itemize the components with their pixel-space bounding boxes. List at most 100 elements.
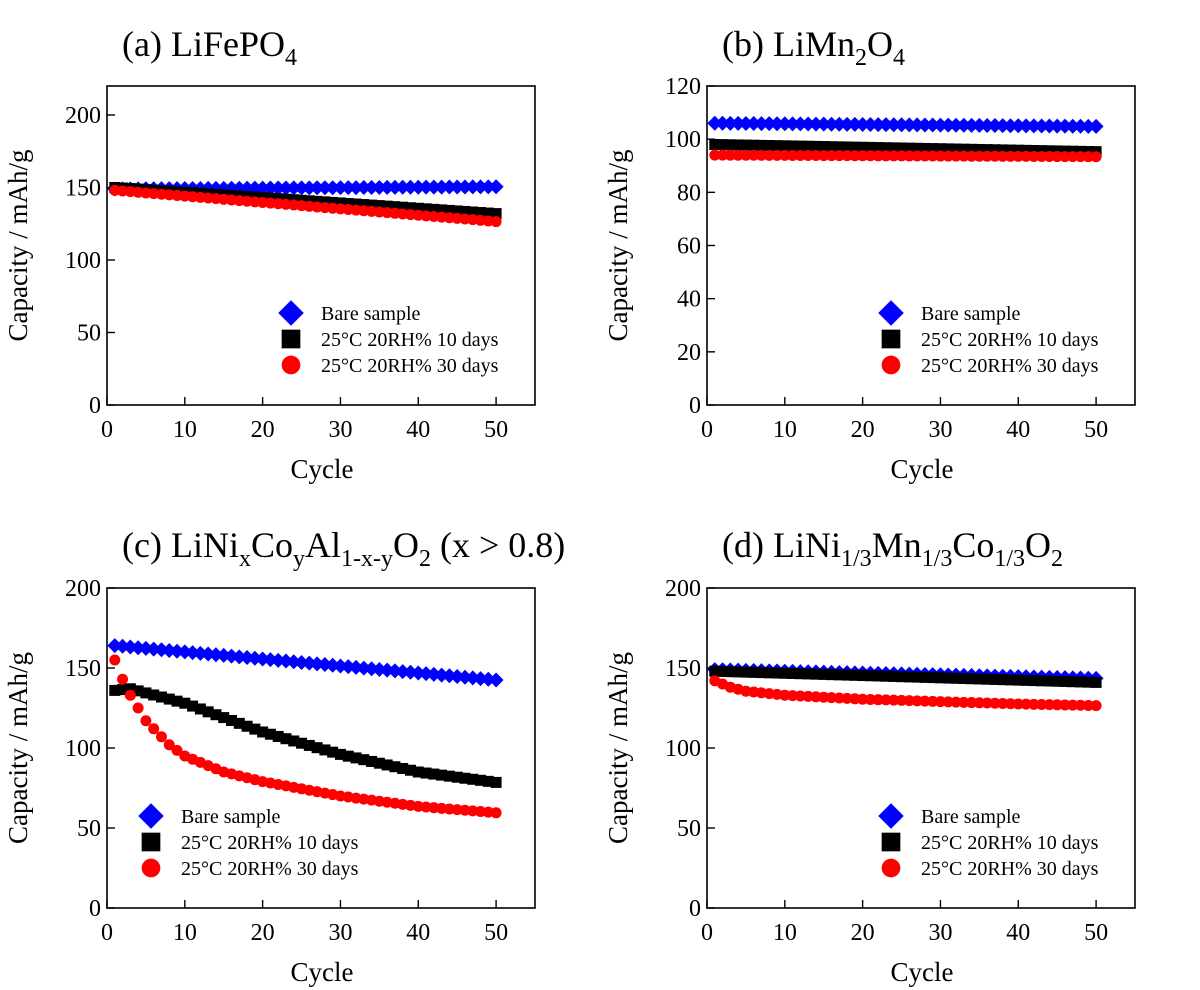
data-point <box>387 179 403 195</box>
data-point <box>948 117 964 133</box>
data-point <box>449 179 465 195</box>
data-point <box>927 143 939 155</box>
data-point <box>233 717 245 729</box>
data-point <box>950 143 962 155</box>
data-point <box>794 690 806 702</box>
data-point <box>1075 151 1087 163</box>
data-point <box>171 695 183 707</box>
data-point <box>901 117 917 133</box>
data-point <box>740 666 752 678</box>
data-point <box>717 139 729 151</box>
data-point <box>255 180 271 196</box>
data-point <box>810 691 822 703</box>
data-point <box>857 141 869 153</box>
data-point <box>480 179 496 195</box>
data-point <box>1028 698 1040 710</box>
data-point <box>966 150 978 162</box>
y-tick-label: 60 <box>677 234 701 260</box>
data-point <box>1018 118 1034 134</box>
data-point <box>810 150 822 162</box>
data-point <box>280 733 292 745</box>
data-point <box>971 117 987 133</box>
data-point <box>1028 144 1040 156</box>
data-point <box>1090 676 1102 688</box>
data-point <box>1043 699 1055 711</box>
y-tick-label: 0 <box>689 393 701 419</box>
data-point <box>1034 118 1050 134</box>
data-point <box>1020 698 1032 710</box>
data-point <box>358 754 370 766</box>
data-point <box>794 149 806 161</box>
data-point <box>451 771 463 783</box>
data-point <box>849 693 861 705</box>
data-point <box>1012 674 1024 686</box>
data-point <box>1059 699 1071 711</box>
data-point <box>109 654 121 666</box>
data-point <box>942 696 954 708</box>
data-point <box>763 667 775 679</box>
data-point <box>490 807 502 819</box>
data-point <box>777 116 793 132</box>
data-point <box>779 140 791 152</box>
data-point <box>319 196 331 208</box>
data-point <box>997 150 1009 162</box>
data-point <box>1012 698 1024 710</box>
data-point <box>373 200 385 212</box>
chart-title-part: 4 <box>285 45 297 71</box>
data-point <box>311 195 323 207</box>
data-point <box>785 116 801 132</box>
x-tick-label: 0 <box>101 920 113 946</box>
data-point <box>1004 674 1016 686</box>
x-tick-label: 0 <box>101 417 113 443</box>
data-point <box>412 766 424 778</box>
x-tick-label: 10 <box>773 920 797 946</box>
data-point <box>488 179 504 195</box>
data-point <box>864 141 876 153</box>
data-point <box>467 206 479 218</box>
data-point <box>870 117 886 133</box>
data-point <box>1020 674 1032 686</box>
data-point <box>981 697 993 709</box>
data-point <box>709 138 721 150</box>
data-point <box>155 731 167 743</box>
data-point <box>849 669 861 681</box>
data-point <box>1041 118 1057 134</box>
data-point <box>802 668 814 680</box>
data-point <box>732 139 744 151</box>
data-point <box>1082 151 1094 163</box>
data-point <box>724 149 736 161</box>
x-tick-label: 30 <box>928 920 952 946</box>
data-point <box>1067 676 1079 688</box>
data-point <box>715 115 731 131</box>
chart-title-part: Al <box>305 525 341 565</box>
data-point <box>1010 118 1026 134</box>
data-point <box>241 720 253 732</box>
data-point <box>816 116 832 132</box>
data-point <box>787 140 799 152</box>
data-point <box>761 116 777 132</box>
data-point <box>833 669 845 681</box>
data-point <box>888 150 900 162</box>
y-tick-label: 0 <box>89 896 101 922</box>
data-point <box>919 142 931 154</box>
data-point <box>927 672 939 684</box>
data-point <box>824 116 840 132</box>
chart-title-part: (x > 0.8) <box>431 525 565 565</box>
data-point <box>833 150 845 162</box>
series-2 <box>109 683 502 788</box>
data-point <box>802 690 814 702</box>
data-point <box>808 116 824 132</box>
data-point <box>987 118 1003 134</box>
legend-label: 25°C 20RH% 10 days <box>321 329 499 351</box>
x-tick-label: 10 <box>173 417 197 443</box>
chart-title: (c) LiNixCoyAl1-x-yO2 (x > 0.8) <box>122 525 565 572</box>
data-point <box>927 150 939 162</box>
data-point <box>1028 675 1040 687</box>
data-point <box>272 730 284 742</box>
chart-title: (d) LiNi1/3Mn1/3Co1/3O2 <box>722 525 1063 572</box>
data-point <box>732 149 744 161</box>
chart-title-part: 2 <box>1051 546 1063 572</box>
data-point <box>358 199 370 211</box>
